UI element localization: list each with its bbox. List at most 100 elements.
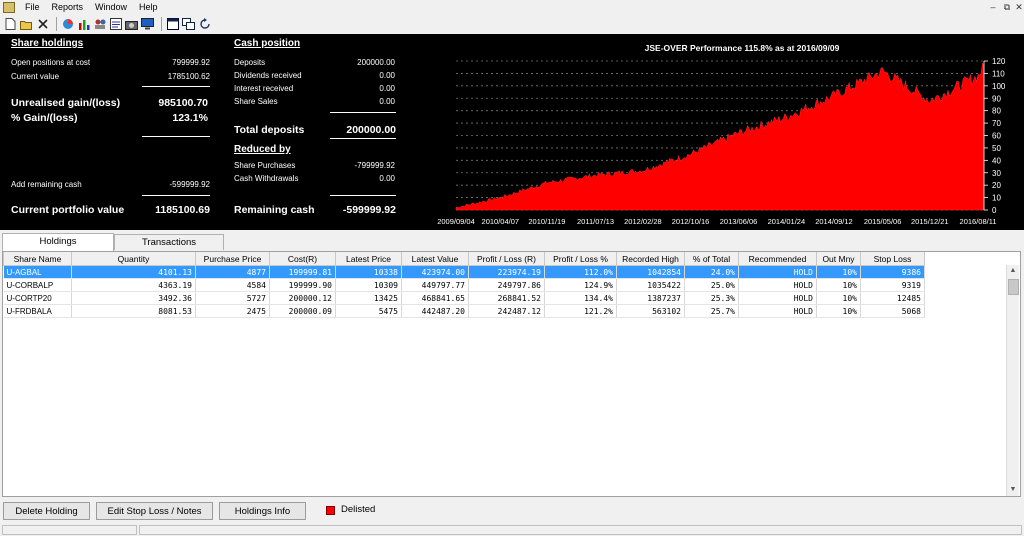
camera-icon[interactable] xyxy=(125,18,138,31)
add-cash-value: -599999.92 xyxy=(169,180,210,189)
table-cell: 1387237 xyxy=(616,291,685,305)
cash-withdrawals-label: Cash Withdrawals xyxy=(234,174,299,183)
menu-help[interactable]: Help xyxy=(139,2,158,12)
table-row[interactable]: U-CORBALP 4363.19 4584 199999.90 10309 449797… xyxy=(3,278,925,292)
column-header[interactable]: Purchase Price xyxy=(195,252,270,266)
table-row[interactable]: U-FRDBALA 8081.53 2475 200000.09 5475 442487.… xyxy=(3,304,925,318)
scroll-thumb[interactable] xyxy=(1008,279,1019,295)
vertical-scrollbar[interactable]: ▲ ▼ xyxy=(1006,265,1019,496)
report-icon[interactable] xyxy=(109,18,122,31)
gain-value: 123.1% xyxy=(172,112,208,124)
reduced-by-heading: Reduced by xyxy=(234,144,291,155)
dividends-label: Dividends received xyxy=(234,71,302,80)
divider xyxy=(142,195,210,196)
holdings-info-button[interactable]: Holdings Info xyxy=(219,502,306,520)
scroll-up-icon[interactable]: ▲ xyxy=(1009,267,1017,274)
table-cell: 9386 xyxy=(860,265,925,279)
table-cell: 563102 xyxy=(616,304,685,318)
table-cell: 9319 xyxy=(860,278,925,292)
close-window-icon[interactable]: ✕ xyxy=(1015,2,1023,12)
table-cell: 25.0% xyxy=(684,278,739,292)
tab-strip: Holdings Transactions xyxy=(0,233,230,251)
x-tick-label: 2015/12/21 xyxy=(911,217,949,226)
scroll-down-icon[interactable]: ▼ xyxy=(1009,486,1017,493)
column-header[interactable]: Recommended xyxy=(738,252,817,266)
bar-chart-icon[interactable] xyxy=(77,18,90,31)
status-bar xyxy=(0,524,1024,536)
tab-holdings[interactable]: Holdings xyxy=(2,233,114,251)
column-header[interactable]: Recorded High xyxy=(616,252,685,266)
share-purchases-value: -799999.92 xyxy=(354,161,395,170)
x-tick-label: 2015/05/06 xyxy=(864,217,902,226)
pie-chart-icon[interactable] xyxy=(61,18,74,31)
column-header[interactable]: Out Mny xyxy=(816,252,861,266)
close-icon[interactable] xyxy=(36,18,49,31)
column-header[interactable]: Latest Price xyxy=(335,252,402,266)
y-tick-label: 110 xyxy=(992,69,1005,78)
status-panel xyxy=(2,525,137,535)
restore-icon[interactable]: ⧉ xyxy=(1003,2,1011,12)
current-value-value: 1785100.62 xyxy=(167,72,210,81)
y-tick-label: 50 xyxy=(992,144,1001,153)
table-cell: 124.9% xyxy=(544,278,617,292)
y-tick-label: 70 xyxy=(992,119,1001,128)
table-cell: 268841.52 xyxy=(468,291,545,305)
refresh-icon[interactable] xyxy=(198,18,211,31)
y-tick-label: 60 xyxy=(992,132,1001,141)
y-tick-label: 30 xyxy=(992,169,1001,178)
column-header[interactable]: % of Total xyxy=(684,252,739,266)
x-tick-label: 2012/10/16 xyxy=(672,217,710,226)
open-icon[interactable] xyxy=(20,18,33,31)
y-tick-label: 10 xyxy=(992,194,1001,203)
column-header[interactable]: Profit / Loss (R) xyxy=(468,252,545,266)
x-tick-label: 2009/09/04 xyxy=(437,217,475,226)
column-header[interactable]: Latest Value xyxy=(401,252,469,266)
table-cell: 13425 xyxy=(335,291,402,305)
column-header[interactable]: Stop Loss xyxy=(860,252,925,266)
tab-transactions[interactable]: Transactions xyxy=(114,234,224,250)
portfolio-value-label: Current portfolio value xyxy=(11,204,125,216)
bottom-toolbar: Delete Holding Edit Stop Loss / Notes Ho… xyxy=(0,500,1024,522)
column-header[interactable]: Profit / Loss % xyxy=(544,252,617,266)
toolbar-separator xyxy=(56,17,57,31)
table-cell: 25.3% xyxy=(684,291,739,305)
monitor-icon[interactable] xyxy=(141,18,154,31)
people-icon[interactable] xyxy=(93,18,106,31)
delete-holding-button[interactable]: Delete Holding xyxy=(3,502,90,520)
table-cell: U-FRDBALA xyxy=(3,304,72,318)
table-cell: 24.0% xyxy=(684,265,739,279)
new-icon[interactable] xyxy=(4,18,17,31)
edit-stop-loss-button[interactable]: Edit Stop Loss / Notes xyxy=(96,502,213,520)
performance-area xyxy=(455,62,985,211)
menu-reports[interactable]: Reports xyxy=(51,2,84,12)
table-cell: HOLD xyxy=(738,278,817,292)
minimize-icon[interactable]: – xyxy=(990,2,996,12)
delisted-swatch xyxy=(326,506,335,515)
table-row[interactable]: U-AGBAL 4101.13 4877 199999.81 10338 423974.0… xyxy=(3,265,925,279)
table-cell: HOLD xyxy=(738,265,817,279)
column-header[interactable]: Quantity xyxy=(71,252,196,266)
menu-bar: File Reports Window Help – ⧉ ✕ xyxy=(0,0,1024,14)
menu-file[interactable]: File xyxy=(25,2,40,12)
x-tick-label: 2012/02/28 xyxy=(624,217,662,226)
x-tick-label: 2013/06/06 xyxy=(720,217,758,226)
table-cell: 121.2% xyxy=(544,304,617,318)
table-cell: 5475 xyxy=(335,304,402,318)
toolbar xyxy=(0,14,1024,34)
cascade-icon[interactable] xyxy=(182,18,195,31)
column-header[interactable]: Share Name xyxy=(3,252,72,266)
interest-label: Interest received xyxy=(234,84,294,93)
share-purchases-label: Share Purchases xyxy=(234,161,296,170)
table-cell: 1035422 xyxy=(616,278,685,292)
menu-window[interactable]: Window xyxy=(95,2,128,12)
column-header[interactable]: Cost(R) xyxy=(269,252,336,266)
remaining-cash-value: -599999.92 xyxy=(342,204,396,216)
window-icon[interactable] xyxy=(166,18,179,31)
x-tick-label: 2016/08/11 xyxy=(960,217,997,226)
table-row[interactable]: U-CORTP20 3492.36 5727 200000.12 13425 468841… xyxy=(3,291,925,305)
add-cash-label: Add remaining cash xyxy=(11,180,82,189)
divider xyxy=(142,86,210,87)
share-sales-label: Share Sales xyxy=(234,97,278,106)
table-cell: 249797.86 xyxy=(468,278,545,292)
table-cell: U-CORBALP xyxy=(3,278,72,292)
